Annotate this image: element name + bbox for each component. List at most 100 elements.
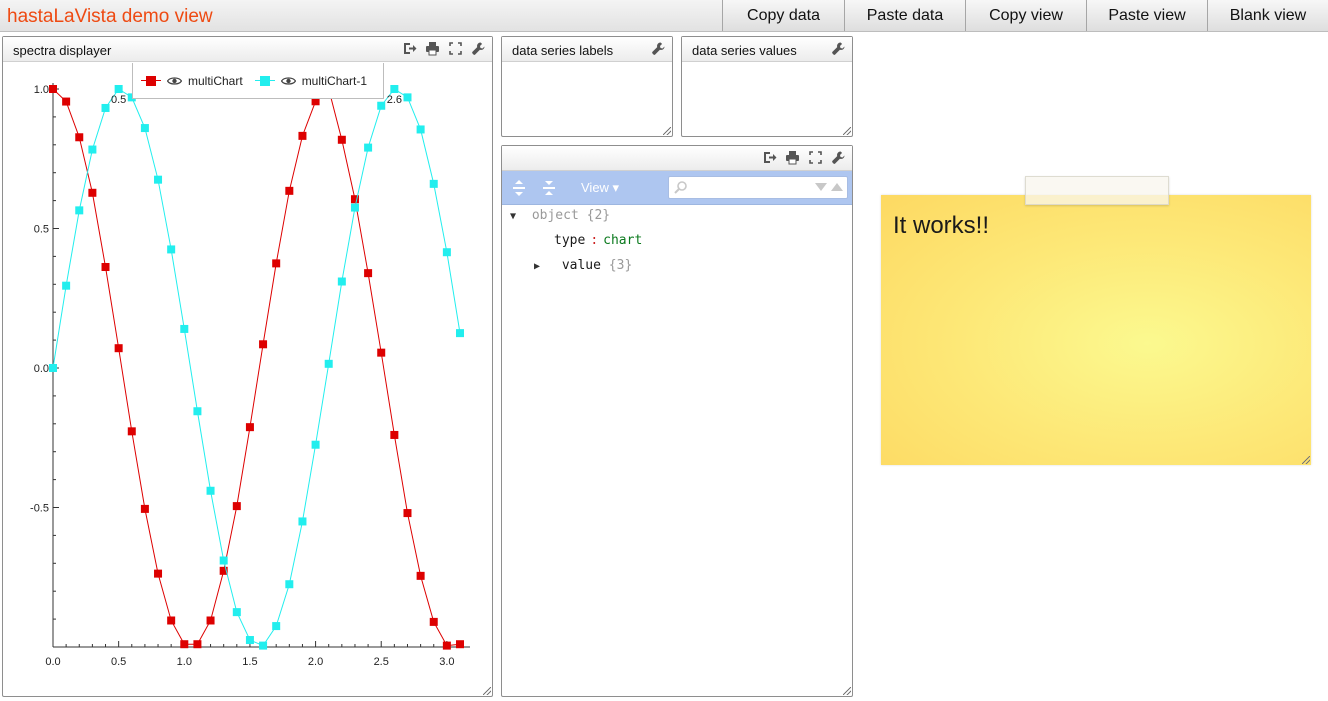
data-point [219, 556, 228, 565]
toolbar-buttons: Copy data Paste data Copy view Paste vie… [722, 0, 1328, 31]
data-point [285, 186, 294, 195]
wrench-icon[interactable] [471, 41, 486, 56]
data-point [101, 263, 110, 272]
resize-handle[interactable] [843, 687, 851, 695]
data-point [114, 85, 123, 93]
copy-view-button[interactable]: Copy view [965, 0, 1086, 31]
sticky-note[interactable]: It works!! [881, 195, 1311, 465]
resize-handle[interactable] [843, 127, 851, 135]
panel-title: spectra displayer [13, 43, 112, 58]
wrench-icon[interactable] [651, 41, 666, 56]
panel-tools [762, 150, 846, 165]
data-point [416, 125, 425, 134]
tree-count: {3} [608, 258, 633, 273]
expand-arrow-icon[interactable]: ▶ [534, 261, 541, 272]
data-point [140, 504, 149, 513]
fullscreen-icon[interactable] [808, 150, 823, 165]
data-point [259, 641, 268, 650]
data-point [442, 641, 451, 650]
print-icon[interactable] [425, 41, 440, 56]
export-icon[interactable] [402, 41, 417, 56]
data-point [232, 608, 241, 617]
series-line-multichart [52, 88, 461, 647]
view-dropdown[interactable]: View ▾ [581, 180, 620, 195]
copy-data-button[interactable]: Copy data [722, 0, 844, 31]
legend-item-multichart[interactable]: multiChart [141, 74, 243, 88]
x-tick-label: 0.5 [111, 656, 126, 668]
eye-icon[interactable] [167, 76, 182, 86]
data-point [390, 430, 399, 439]
legend-item-multichart-1[interactable]: multiChart-1 [254, 73, 368, 88]
wrench-icon[interactable] [831, 150, 846, 165]
collapse-arrow-icon[interactable]: ▼ [510, 211, 517, 222]
data-point [114, 344, 123, 353]
export-icon[interactable] [762, 150, 777, 165]
x-tick-label: 1.5 [242, 656, 257, 668]
data-series-labels-panel: data series labels [501, 36, 673, 137]
line-chart[interactable]: 0.0 0.5 1.0 1.5 2.0 2.5 3.0 1.0 0.5 0.0 -0.5 0.5 2.6 [3, 63, 493, 697]
data-point [272, 622, 281, 631]
eye-icon[interactable] [280, 76, 296, 86]
wrench-icon[interactable] [831, 41, 846, 56]
resize-handle[interactable] [663, 127, 671, 135]
search-next-icon[interactable] [815, 183, 827, 191]
data-point [219, 566, 228, 575]
chart-area[interactable]: 0.0 0.5 1.0 1.5 2.0 2.5 3.0 1.0 0.5 0.0 -0.5 0.5 2.6… [3, 63, 493, 697]
resize-handle[interactable] [1302, 456, 1310, 464]
print-icon[interactable] [785, 150, 800, 165]
data-point [311, 440, 320, 449]
data-point [88, 145, 97, 154]
data-point [456, 640, 464, 649]
tree-count: {2} [586, 208, 611, 223]
data-point [101, 103, 110, 112]
panel-title: data series labels [512, 43, 614, 58]
collapse-all-icon[interactable] [542, 179, 556, 200]
data-point [232, 502, 241, 511]
data-point [390, 85, 399, 93]
data-point [206, 486, 215, 495]
search-input[interactable] [668, 176, 848, 199]
chart-legend: multiChart multiChart-1 [132, 63, 384, 99]
data-point [206, 616, 215, 625]
data-point [364, 269, 373, 278]
data-point [403, 509, 412, 518]
x-tick-label: 0.0 [45, 656, 60, 668]
paste-data-button[interactable]: Paste data [844, 0, 965, 31]
fullscreen-icon[interactable] [448, 41, 463, 56]
data-point [429, 179, 438, 188]
data-point [442, 248, 451, 257]
note-text[interactable]: It works!! [893, 212, 990, 239]
y-tick-label: 0.5 [34, 224, 49, 236]
tree-row-root[interactable]: ▼ object {2} [510, 208, 610, 223]
paste-view-button[interactable]: Paste view [1086, 0, 1207, 31]
resize-handle[interactable] [483, 687, 491, 695]
tree-key: type [554, 233, 586, 248]
tree-row-type[interactable]: type: chart [554, 233, 642, 248]
panel-header: data series labels [502, 37, 672, 62]
data-point [298, 517, 307, 526]
data-point [350, 195, 359, 204]
blank-view-button[interactable]: Blank view [1207, 0, 1328, 31]
tree-row-value[interactable]: ▶ value {3} [534, 258, 632, 273]
data-point [456, 329, 464, 338]
legend-label: multiChart-1 [301, 73, 368, 88]
data-point [337, 135, 346, 144]
panel-header: spectra displayer [3, 37, 492, 62]
data-point [193, 640, 202, 649]
search-prev-icon[interactable] [831, 183, 843, 191]
data-point [127, 93, 136, 102]
data-point [127, 427, 136, 436]
data-point [403, 93, 412, 102]
data-point [154, 175, 163, 184]
data-point [180, 640, 189, 649]
expand-all-icon[interactable] [512, 179, 526, 200]
data-point [49, 364, 57, 372]
panel-tools [831, 41, 846, 56]
panel-header: data series values [682, 37, 852, 62]
tree-key: object [531, 208, 579, 223]
data-point [377, 101, 386, 110]
legend-label: multiChart [188, 73, 243, 88]
panel-header [502, 146, 852, 171]
panel-tools [402, 41, 486, 56]
y-tick-label: 1.0 [34, 84, 49, 96]
